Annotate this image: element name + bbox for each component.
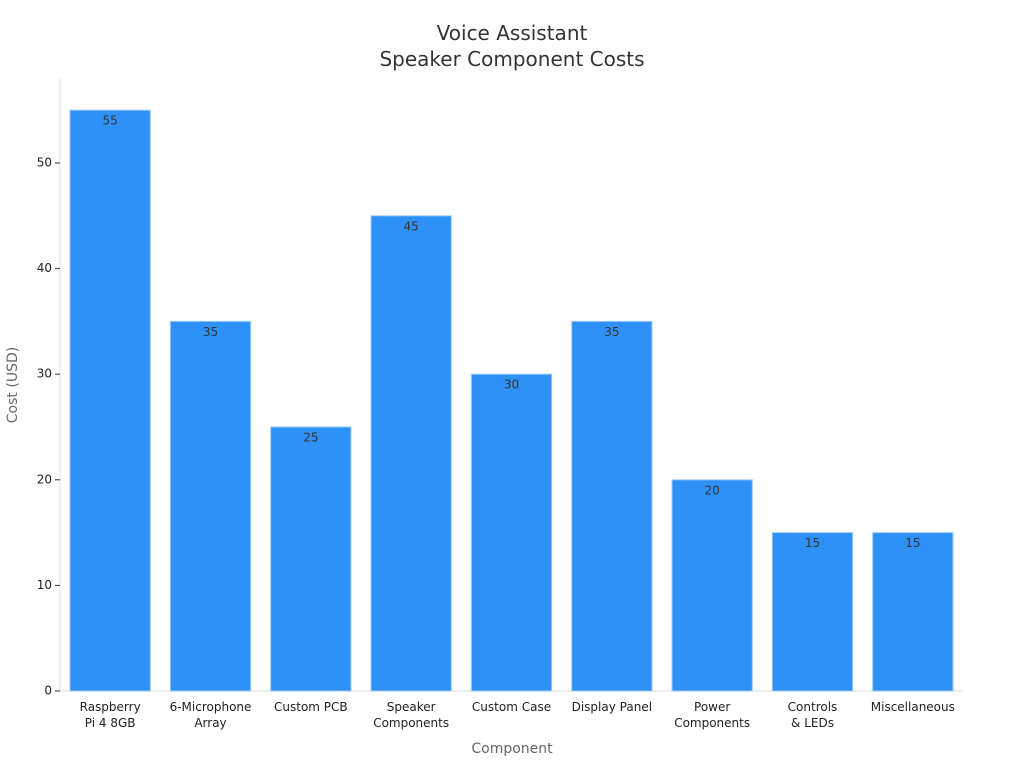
value-label: 30 <box>504 378 519 392</box>
bar <box>69 109 151 692</box>
x-tick-label: Custom Case <box>471 700 552 714</box>
y-tick-label: 50 <box>37 155 52 169</box>
value-label: 15 <box>905 536 920 550</box>
x-tick-label: Raspberry Pi 4 8GB <box>79 700 141 730</box>
bar <box>270 426 352 692</box>
bar <box>671 479 753 692</box>
x-axis-label: Component <box>471 741 553 757</box>
x-tick-label: Power Components <box>674 700 751 730</box>
value-label: 55 <box>103 114 118 128</box>
value-label: 35 <box>203 325 218 339</box>
x-tick-label: 6-Microphone Array <box>169 700 252 730</box>
x-tick-label: Controls & LEDs <box>787 700 838 730</box>
y-tick-label: 10 <box>37 578 52 592</box>
x-tick-label: Display Panel <box>571 700 653 714</box>
value-label: 25 <box>303 430 318 444</box>
y-tick-label: 20 <box>37 472 52 486</box>
y-axis-label: Cost (USD) <box>5 346 21 424</box>
value-label: 45 <box>404 219 419 233</box>
y-tick-label: 0 <box>44 684 52 698</box>
value-label: 35 <box>604 325 619 339</box>
chart-title: Voice Assistant Speaker Component Costs <box>379 21 645 71</box>
bar <box>370 215 452 692</box>
value-label: 20 <box>705 483 720 497</box>
bar <box>571 320 653 692</box>
x-tick-label: Speaker Components <box>373 700 450 730</box>
x-tick-label: Miscellaneous <box>870 700 955 714</box>
bar <box>872 532 954 692</box>
bar <box>169 320 252 692</box>
y-tick-label: 30 <box>37 367 52 381</box>
bar <box>470 373 553 692</box>
x-tick-label: Custom PCB <box>274 700 348 714</box>
bar <box>771 532 854 692</box>
value-label: 15 <box>805 536 820 550</box>
y-tick-label: 40 <box>37 261 52 275</box>
